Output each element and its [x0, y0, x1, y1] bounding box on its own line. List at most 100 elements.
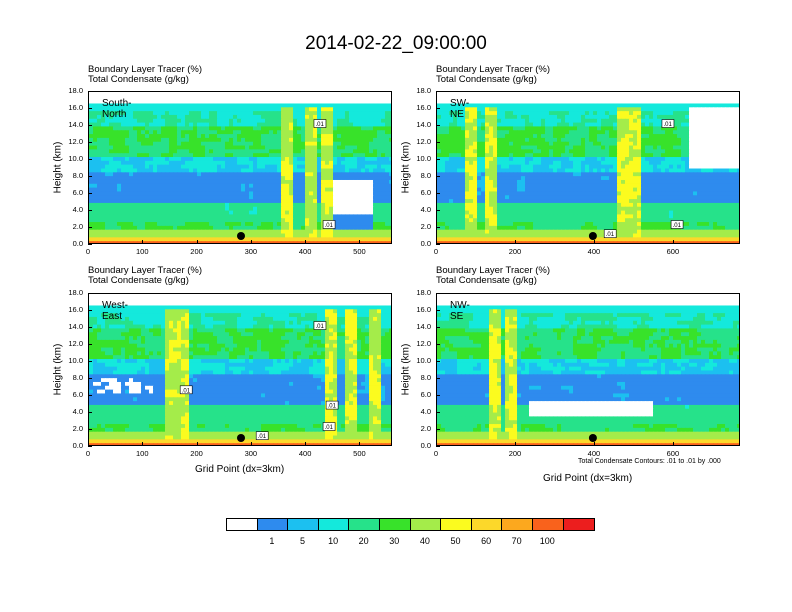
heatmap-cell: [537, 153, 542, 158]
heatmap-cell: [229, 222, 234, 227]
heatmap-cell: [353, 126, 358, 131]
heatmap-cell: [281, 183, 286, 189]
heatmap-cell: [205, 176, 210, 181]
heatmap-cell: [125, 179, 130, 185]
heatmap-cell: [233, 130, 238, 135]
heatmap-cell: [229, 237, 234, 242]
heatmap-cell: [485, 157, 490, 162]
heatmap-cell: [337, 233, 342, 238]
heatmap-cell: [661, 107, 666, 112]
heatmap-cell: [473, 118, 478, 124]
heatmap-cell: [537, 134, 542, 139]
heatmap-cell: [289, 168, 294, 173]
heatmap-cell: [117, 237, 122, 242]
heatmap-cell: [297, 172, 302, 177]
heatmap-cell: [249, 199, 254, 204]
heatmap-cell: [241, 183, 246, 189]
heatmap-cell: [389, 168, 391, 173]
heatmap-cell: [181, 114, 186, 120]
heatmap-cell: [137, 229, 142, 235]
heatmap-cell: [125, 168, 130, 173]
heatmap-cell: [225, 222, 230, 227]
heatmap-cell: [357, 210, 362, 215]
heatmap-cell: [657, 183, 662, 189]
heatmap-cell: [221, 130, 226, 135]
heatmap-cell: [573, 145, 578, 150]
heatmap-cell: [637, 137, 642, 143]
heatmap-cell: [165, 137, 170, 143]
heatmap-cell: [461, 111, 466, 116]
heatmap-cell: [109, 172, 114, 177]
heatmap-cell: [357, 229, 362, 235]
heatmap-cell: [517, 137, 522, 143]
heatmap-cell: [233, 145, 238, 150]
heatmap-cell: [149, 233, 154, 238]
heatmap-cell: [373, 111, 378, 116]
heatmap-cell: [201, 157, 206, 162]
heatmap-cell: [221, 210, 226, 215]
heatmap-cell: [293, 202, 298, 208]
heatmap-cell: [129, 229, 134, 235]
heatmap-cell: [241, 149, 246, 154]
heatmap-cell: [173, 149, 178, 154]
heatmap-cell: [209, 145, 214, 150]
heatmap-cell: [313, 160, 318, 166]
heatmap-cell: [325, 210, 330, 215]
heatmap-cell: [493, 118, 498, 124]
heatmap-cell: [681, 134, 686, 139]
heatmap-cell: [361, 95, 366, 101]
heatmap-cell: [129, 99, 134, 105]
heatmap-cell: [385, 206, 390, 212]
heatmap-cell: [577, 153, 582, 158]
heatmap-cell: [457, 179, 462, 185]
heatmap-cell: [129, 153, 134, 158]
heatmap-cell: [101, 195, 106, 200]
heatmap-cell: [461, 141, 466, 147]
heatmap-cell: [137, 130, 142, 135]
heatmap-cell: [693, 126, 698, 131]
heatmap-cell: [221, 183, 226, 189]
heatmap-cell: [453, 141, 458, 147]
heatmap-cell: [621, 122, 626, 128]
heatmap-cell: [737, 92, 739, 97]
heatmap-cell: [289, 218, 294, 223]
heatmap-cell: [673, 145, 678, 150]
heatmap-cell: [341, 103, 346, 108]
heatmap-cell: [721, 153, 726, 158]
heatmap-cell: [565, 137, 570, 143]
heatmap-cell: [205, 118, 210, 124]
heatmap-cell: [377, 157, 382, 162]
heatmap-cell: [629, 153, 634, 158]
heatmap-cell: [265, 107, 270, 112]
heatmap-cell: [585, 111, 590, 116]
heatmap-cell: [141, 157, 146, 162]
heatmap-cell: [529, 176, 534, 181]
heatmap-cell: [453, 168, 458, 173]
heatmap-cell: [381, 187, 386, 193]
heatmap-cell: [337, 225, 342, 231]
heatmap-cell: [445, 157, 450, 162]
heatmap-cell: [673, 168, 678, 173]
heatmap-cell: [685, 107, 690, 112]
heatmap-cell: [453, 126, 458, 131]
heatmap-cell: [465, 95, 470, 101]
heatmap-cell: [341, 195, 346, 200]
heatmap-cell: [97, 160, 102, 166]
heatmap-cell: [137, 134, 142, 139]
heatmap-cell: [701, 141, 706, 147]
heatmap-cell: [505, 164, 510, 170]
heatmap-cell: [553, 168, 558, 173]
heatmap-cell: [641, 153, 646, 158]
heatmap-cell: [261, 164, 266, 170]
heatmap-cell: [225, 141, 230, 147]
heatmap-cell: [377, 199, 382, 204]
x-tick: [250, 240, 252, 244]
heatmap-cell: [549, 176, 554, 181]
heatmap-cell: [505, 160, 510, 166]
heatmap-cell: [677, 153, 682, 158]
heatmap-cell: [105, 206, 110, 212]
heatmap-cell: [209, 95, 214, 101]
heatmap-cell: [441, 168, 446, 173]
heatmap-cell: [361, 126, 366, 131]
heatmap-cell: [125, 199, 130, 204]
